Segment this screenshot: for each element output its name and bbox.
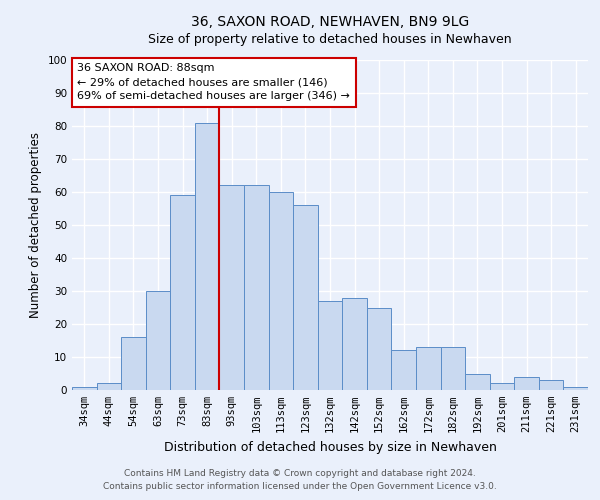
Text: 36, SAXON ROAD, NEWHAVEN, BN9 9LG: 36, SAXON ROAD, NEWHAVEN, BN9 9LG xyxy=(191,15,469,29)
Bar xyxy=(146,291,170,390)
Text: 36 SAXON ROAD: 88sqm
← 29% of detached houses are smaller (146)
69% of semi-deta: 36 SAXON ROAD: 88sqm ← 29% of detached h… xyxy=(77,64,350,102)
Text: Contains public sector information licensed under the Open Government Licence v3: Contains public sector information licen… xyxy=(103,482,497,491)
Text: Size of property relative to detached houses in Newhaven: Size of property relative to detached ho… xyxy=(148,32,512,46)
Bar xyxy=(440,347,465,390)
Bar xyxy=(244,186,269,390)
Bar xyxy=(170,196,195,390)
Bar xyxy=(195,122,220,390)
Bar xyxy=(391,350,416,390)
Bar xyxy=(220,186,244,390)
Bar xyxy=(293,205,318,390)
Bar xyxy=(367,308,391,390)
X-axis label: Distribution of detached houses by size in Newhaven: Distribution of detached houses by size … xyxy=(164,440,496,454)
Y-axis label: Number of detached properties: Number of detached properties xyxy=(29,132,42,318)
Bar xyxy=(465,374,490,390)
Bar xyxy=(121,337,146,390)
Bar xyxy=(318,301,342,390)
Bar xyxy=(490,384,514,390)
Bar xyxy=(514,377,539,390)
Bar xyxy=(269,192,293,390)
Text: Contains HM Land Registry data © Crown copyright and database right 2024.: Contains HM Land Registry data © Crown c… xyxy=(124,468,476,477)
Bar xyxy=(539,380,563,390)
Bar xyxy=(416,347,440,390)
Bar xyxy=(97,384,121,390)
Bar xyxy=(342,298,367,390)
Bar xyxy=(563,386,588,390)
Bar xyxy=(72,386,97,390)
